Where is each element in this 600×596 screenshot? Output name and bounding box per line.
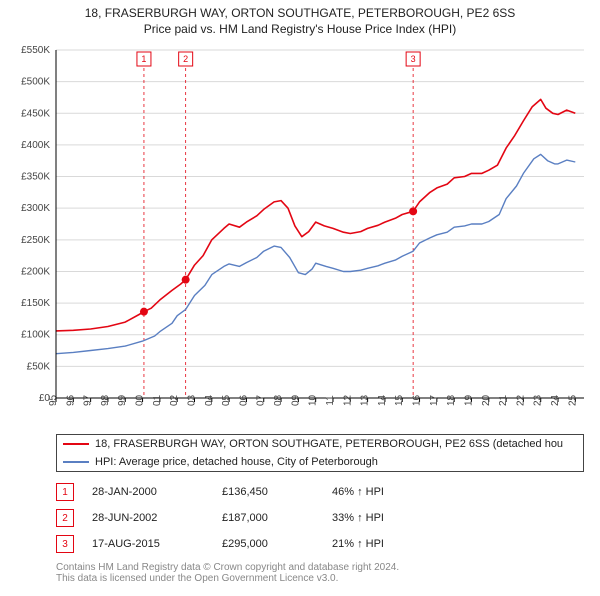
event-pct: 21% ↑ HPI: [332, 538, 384, 550]
legend-swatch: [63, 443, 89, 445]
svg-text:2013: 2013: [360, 394, 371, 406]
event-number-box: 1: [56, 483, 74, 501]
event-table: 1 28-JAN-2000£136,45046% ↑ HPI 2 28-JUN-200…: [56, 476, 584, 554]
legend-swatch: [63, 461, 89, 463]
event-date: 28-JAN-2000: [92, 486, 222, 498]
svg-text:1999: 1999: [117, 394, 128, 406]
svg-text:2007: 2007: [256, 394, 267, 406]
event-pct: 33% ↑ HPI: [332, 512, 384, 524]
footer: Contains HM Land Registry data © Crown c…: [56, 562, 399, 584]
svg-text:1997: 1997: [83, 394, 94, 406]
svg-text:2009: 2009: [290, 394, 301, 406]
legend-row: HPI: Average price, detached house, City…: [57, 453, 583, 471]
svg-text:2025: 2025: [567, 394, 578, 406]
event-row: 3 17-AUG-2015£295,00021% ↑ HPI: [56, 534, 584, 554]
event-price: £136,450: [222, 486, 332, 498]
svg-text:£450K: £450K: [21, 108, 50, 119]
svg-text:2023: 2023: [533, 394, 544, 406]
price-chart: £0£50K£100K£150K£200K£250K£300K£350K£400…: [0, 6, 600, 406]
svg-text:2022: 2022: [515, 394, 526, 406]
svg-text:2014: 2014: [377, 394, 388, 406]
event-date: 17-AUG-2015: [92, 538, 222, 550]
svg-text:£250K: £250K: [21, 235, 50, 246]
svg-text:2015: 2015: [394, 394, 405, 406]
svg-text:2016: 2016: [412, 394, 423, 406]
event-pct: 46% ↑ HPI: [332, 486, 384, 498]
legend-row: 18, FRASERBURGH WAY, ORTON SOUTHGATE, PE…: [57, 435, 583, 453]
event-price: £187,000: [222, 512, 332, 524]
svg-text:2004: 2004: [204, 394, 215, 406]
svg-text:2018: 2018: [446, 394, 457, 406]
legend: 18, FRASERBURGH WAY, ORTON SOUTHGATE, PE…: [56, 434, 584, 472]
legend-label: HPI: Average price, detached house, City…: [95, 456, 378, 468]
svg-text:2011: 2011: [325, 395, 336, 406]
svg-text:2005: 2005: [221, 394, 232, 406]
svg-text:2021: 2021: [498, 394, 509, 406]
svg-text:2010: 2010: [308, 394, 319, 406]
svg-text:2002: 2002: [169, 394, 180, 406]
svg-text:1996: 1996: [65, 394, 76, 406]
svg-text:2017: 2017: [429, 394, 440, 406]
svg-text:1995: 1995: [48, 394, 59, 406]
event-row: 1 28-JAN-2000£136,45046% ↑ HPI: [56, 482, 584, 502]
svg-text:2024: 2024: [550, 394, 561, 406]
legend-label: 18, FRASERBURGH WAY, ORTON SOUTHGATE, PE…: [95, 438, 563, 450]
svg-text:£300K: £300K: [21, 203, 50, 214]
svg-text:£150K: £150K: [21, 298, 50, 309]
svg-text:2000: 2000: [135, 394, 146, 406]
svg-text:1: 1: [141, 54, 146, 64]
svg-text:£100K: £100K: [21, 330, 50, 341]
svg-text:2019: 2019: [463, 394, 474, 406]
svg-text:3: 3: [411, 54, 416, 64]
svg-text:£400K: £400K: [21, 140, 50, 151]
svg-text:2020: 2020: [481, 394, 492, 406]
svg-text:1998: 1998: [100, 394, 111, 406]
svg-text:2008: 2008: [273, 394, 284, 406]
svg-text:£500K: £500K: [21, 77, 50, 88]
event-number-box: 3: [56, 535, 74, 553]
svg-text:2: 2: [183, 54, 188, 64]
svg-text:2001: 2001: [152, 394, 163, 406]
svg-text:2006: 2006: [238, 394, 249, 406]
svg-text:£200K: £200K: [21, 266, 50, 277]
svg-text:£350K: £350K: [21, 172, 50, 183]
footer-line2: This data is licensed under the Open Gov…: [56, 573, 399, 584]
footer-line1: Contains HM Land Registry data © Crown c…: [56, 562, 399, 573]
svg-text:2012: 2012: [342, 394, 353, 406]
svg-text:2003: 2003: [186, 394, 197, 406]
event-price: £295,000: [222, 538, 332, 550]
svg-text:£50K: £50K: [27, 361, 51, 372]
event-number-box: 2: [56, 509, 74, 527]
event-row: 2 28-JUN-2002£187,00033% ↑ HPI: [56, 508, 584, 528]
svg-text:£550K: £550K: [21, 45, 50, 56]
event-date: 28-JUN-2002: [92, 512, 222, 524]
